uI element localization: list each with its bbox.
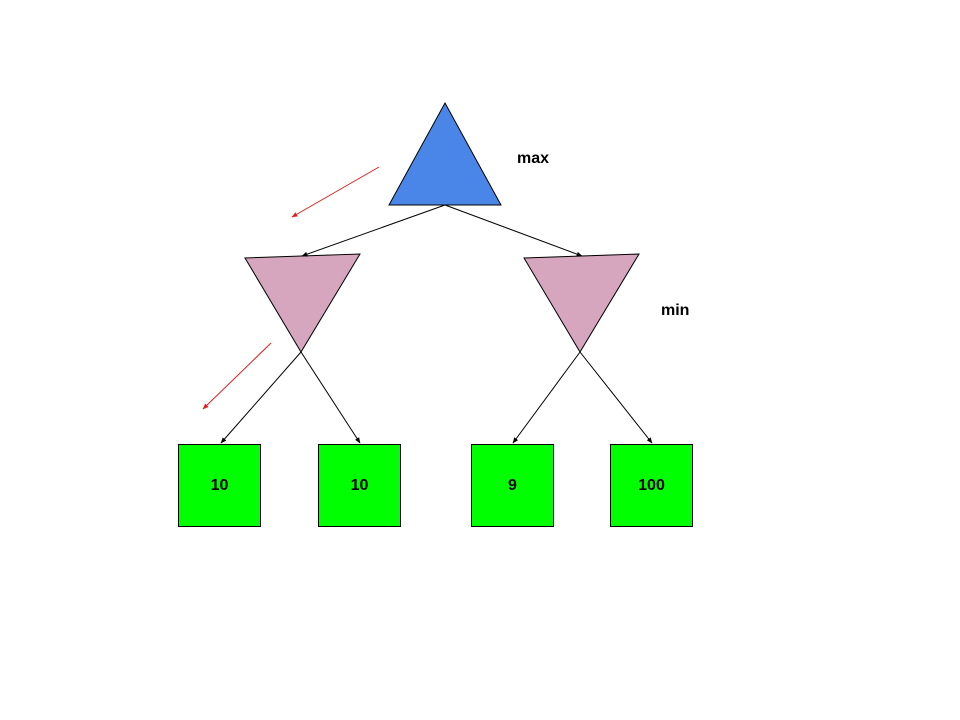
max-label: max <box>517 150 550 167</box>
edge-min-right-to-leaf-3 <box>512 351 581 444</box>
edge-min-left-to-leaf-1 <box>220 351 302 444</box>
min-node-left <box>244 253 361 353</box>
leaf-node-1: 10 <box>178 444 261 527</box>
leaf-node-3: 9 <box>471 444 554 527</box>
leaf-node-2: 10 <box>318 444 401 527</box>
max-node <box>388 101 502 206</box>
leaf-node-4: 100 <box>610 444 693 527</box>
edge-min-left-to-leaf-2 <box>300 351 361 444</box>
search-arrow-lower <box>202 342 272 410</box>
edge-max-to-min-right <box>444 204 583 257</box>
edge-min-right-to-leaf-4 <box>579 351 653 444</box>
edge-max-to-min-left <box>301 204 446 257</box>
min-label: min <box>661 302 690 319</box>
search-arrow-upper <box>291 166 380 218</box>
min-node-right <box>523 253 640 353</box>
